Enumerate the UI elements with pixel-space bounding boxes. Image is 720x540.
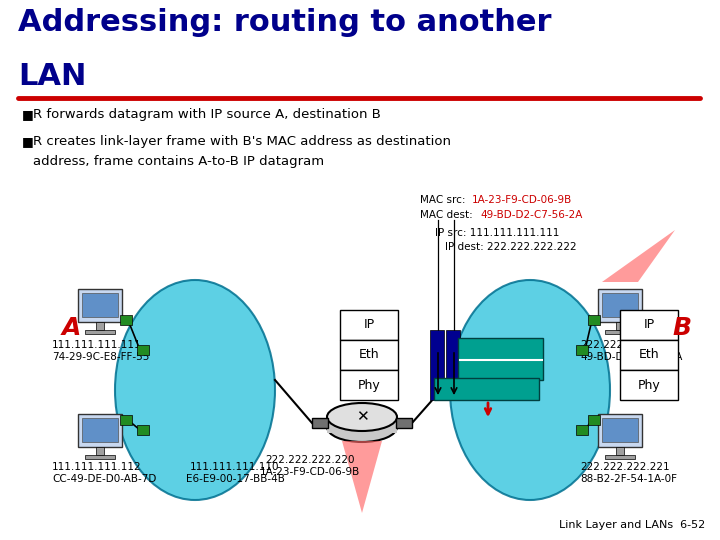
Text: 111.111.111.111: 111.111.111.111 <box>52 340 142 350</box>
Text: 1A-23-F9-CD-06-9B: 1A-23-F9-CD-06-9B <box>472 195 572 205</box>
Bar <box>96 447 104 455</box>
Text: ✕: ✕ <box>356 409 369 424</box>
Text: 49-BD-D2-C7-56-2A: 49-BD-D2-C7-56-2A <box>580 352 683 362</box>
Text: E6-E9-00-17-BB-4B: E6-E9-00-17-BB-4B <box>186 474 284 484</box>
Text: ■: ■ <box>22 108 34 121</box>
Bar <box>605 330 635 334</box>
Bar <box>340 340 398 370</box>
Ellipse shape <box>115 280 275 500</box>
Text: IP dest: 222.222.222.222: IP dest: 222.222.222.222 <box>445 242 577 252</box>
Text: 49-BD-D2-C7-56-2A: 49-BD-D2-C7-56-2A <box>480 210 582 220</box>
Text: A: A <box>62 316 81 340</box>
Bar <box>434 378 539 400</box>
Bar <box>137 425 149 435</box>
Text: B: B <box>672 316 691 340</box>
Bar <box>85 330 115 334</box>
Bar <box>78 414 122 447</box>
Bar <box>602 418 638 442</box>
Text: IP src: 111.111.111.111: IP src: 111.111.111.111 <box>435 228 559 238</box>
Bar <box>312 418 328 428</box>
Polygon shape <box>342 441 382 513</box>
Text: LAN: LAN <box>18 62 86 91</box>
Text: 1A-23-F9-CD-06-9B: 1A-23-F9-CD-06-9B <box>260 467 360 477</box>
Text: 222.222.222.220: 222.222.222.220 <box>265 455 355 465</box>
Ellipse shape <box>327 403 397 431</box>
Text: 74-29-9C-E8-FF-55: 74-29-9C-E8-FF-55 <box>52 352 149 362</box>
Text: MAC dest:: MAC dest: <box>420 210 476 220</box>
Bar <box>605 455 635 459</box>
Bar <box>446 330 460 400</box>
Text: 222.222.222.221: 222.222.222.221 <box>580 462 670 472</box>
Bar <box>120 315 132 325</box>
Bar <box>120 415 132 425</box>
Text: Phy: Phy <box>638 379 660 392</box>
Bar <box>340 310 398 340</box>
Bar <box>616 321 624 330</box>
Bar <box>82 293 118 317</box>
Text: Link Layer and LANs  6-52: Link Layer and LANs 6-52 <box>559 520 705 530</box>
Bar <box>85 455 115 459</box>
Bar <box>137 345 149 355</box>
Bar <box>430 330 444 400</box>
Bar <box>576 425 588 435</box>
Bar <box>616 447 624 455</box>
Text: IP: IP <box>644 319 654 332</box>
Text: 111.111.111.110: 111.111.111.110 <box>190 462 280 472</box>
Bar <box>396 418 412 428</box>
Bar <box>82 418 118 442</box>
Text: address, frame contains A-to-B IP datagram: address, frame contains A-to-B IP datagr… <box>33 155 324 168</box>
Bar <box>598 289 642 321</box>
Polygon shape <box>602 230 675 282</box>
Text: 222.222.222.222: 222.222.222.222 <box>580 340 670 350</box>
Ellipse shape <box>327 412 397 442</box>
Bar <box>96 321 104 330</box>
Bar <box>576 345 588 355</box>
Text: MAC src:: MAC src: <box>420 195 469 205</box>
Text: 88-B2-2F-54-1A-0F: 88-B2-2F-54-1A-0F <box>580 474 677 484</box>
Bar <box>458 338 543 380</box>
Bar <box>327 413 397 433</box>
Bar <box>340 370 398 400</box>
Text: Eth: Eth <box>639 348 660 361</box>
Text: ■: ■ <box>22 135 34 148</box>
Bar <box>620 340 678 370</box>
Text: R forwards datagram with IP source A, destination B: R forwards datagram with IP source A, de… <box>33 108 381 121</box>
Bar <box>620 370 678 400</box>
Bar <box>620 310 678 340</box>
Text: CC-49-DE-D0-AB-7D: CC-49-DE-D0-AB-7D <box>52 474 156 484</box>
Bar <box>598 414 642 447</box>
Text: Addressing: routing to another: Addressing: routing to another <box>18 8 552 37</box>
Text: Phy: Phy <box>358 379 380 392</box>
Bar <box>78 289 122 321</box>
Bar <box>602 293 638 317</box>
Text: 111.111.111.112: 111.111.111.112 <box>52 462 142 472</box>
Ellipse shape <box>450 280 610 500</box>
Text: Eth: Eth <box>359 348 379 361</box>
Bar <box>588 315 600 325</box>
Text: R creates link-layer frame with B's MAC address as destination: R creates link-layer frame with B's MAC … <box>33 135 451 148</box>
Bar <box>588 415 600 425</box>
Text: IP: IP <box>364 319 374 332</box>
